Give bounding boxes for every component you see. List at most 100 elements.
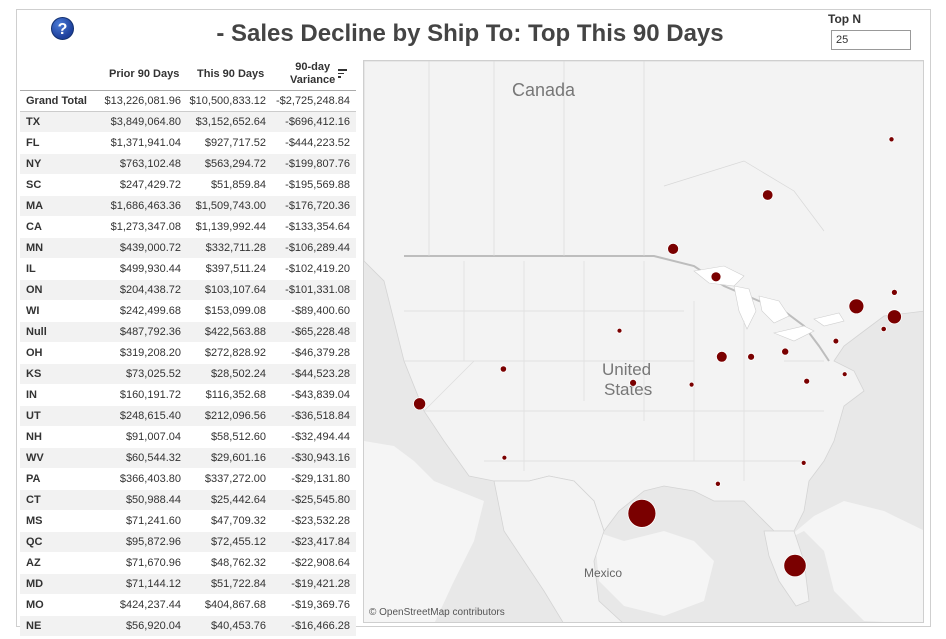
header-prior-90-days: Prior 90 Days [109, 68, 180, 80]
marker-mo[interactable] [688, 381, 695, 388]
table-row[interactable]: KS $73,025.52 $28,502.24 -$44,523.28 [20, 364, 356, 385]
row-variance: -$19,369.76 [291, 599, 350, 611]
map-view[interactable]: Canada United States Mexico © OpenStreet… [363, 60, 924, 623]
row-prior: $247,429.72 [119, 179, 181, 191]
row-prior: $439,000.72 [119, 242, 181, 254]
row-prior: $50,988.44 [125, 494, 181, 506]
row-name: CT [26, 494, 41, 506]
row-prior: $91,007.04 [125, 431, 181, 443]
header-variance-line1: 90-day [295, 61, 331, 73]
marker-on[interactable] [762, 189, 774, 201]
table-row[interactable]: CT $50,988.44 $25,442.64 -$25,545.80 [20, 490, 356, 511]
table-row[interactable]: ON $204,438.72 $103,107.64 -$101,331.08 [20, 280, 356, 301]
table-row[interactable]: Null $487,792.36 $422,563.88 -$65,228.48 [20, 322, 356, 343]
row-name: WI [26, 305, 40, 317]
marker-wi[interactable] [710, 271, 722, 283]
table-row[interactable]: IL $499,930.44 $397,511.24 -$102,419.20 [20, 259, 356, 280]
marker-pa[interactable] [832, 337, 840, 345]
marker-ma[interactable] [886, 309, 902, 325]
marker-ct[interactable] [880, 325, 887, 333]
table-row[interactable]: NE $56,920.04 $40,453.76 -$16,466.28 [20, 616, 356, 637]
marker-qc[interactable] [888, 136, 895, 143]
table-header: Prior 90 Days This 90 Days 90-day Varian… [20, 58, 356, 91]
row-prior: $71,241.60 [125, 515, 181, 527]
header-variance: 90-day Variance [290, 61, 335, 87]
row-variance: -$22,908.64 [291, 557, 350, 569]
marker-nh[interactable] [891, 288, 898, 296]
table-row[interactable]: MS $71,241.60 $47,709.32 -$23,532.28 [20, 511, 356, 532]
table-row[interactable]: WI $242,499.68 $153,099.08 -$89,400.60 [20, 301, 356, 322]
row-this: $47,709.32 [210, 515, 266, 527]
row-this: $58,512.60 [210, 431, 266, 443]
marker-ut[interactable] [499, 365, 507, 373]
table-row[interactable]: MN $439,000.72 $332,711.28 -$106,289.44 [20, 238, 356, 259]
table-row[interactable]: QC $95,872.96 $72,455.12 -$23,417.84 [20, 532, 356, 553]
table-row[interactable]: SC $247,429.72 $51,859.84 -$195,569.88 [20, 175, 356, 196]
table-row[interactable]: OH $319,208.20 $272,828.92 -$46,379.28 [20, 343, 356, 364]
row-name: NH [26, 431, 42, 443]
row-this: $153,099.08 [204, 305, 266, 317]
marker-il[interactable] [715, 350, 728, 363]
row-this: $563,294.72 [204, 158, 266, 170]
table-row[interactable]: PA $366,403.80 $337,272.00 -$29,131.80 [20, 469, 356, 490]
row-prior: $95,872.96 [125, 536, 181, 548]
marker-ks[interactable] [629, 378, 638, 387]
grand-total-row[interactable]: Grand Total $13,226,081.96 $10,500,833.12-… [20, 91, 356, 112]
row-this: $927,717.52 [204, 137, 266, 149]
help-icon[interactable]: ? [51, 17, 74, 40]
row-this: $51,722.84 [210, 578, 266, 590]
table-row[interactable]: MD $71,144.12 $51,722.84 -$19,421.28 [20, 574, 356, 595]
header-variance-line2: Variance [290, 74, 336, 86]
row-name: WV [26, 452, 44, 464]
row-prior: $499,930.44 [119, 263, 181, 275]
marker-ny[interactable] [848, 298, 865, 315]
marker-oh[interactable] [781, 347, 790, 356]
row-variance: -$16,466.28 [291, 620, 350, 632]
row-name: NE [26, 620, 42, 632]
table-row[interactable]: FL $1,371,941.04 $927,717.52 -$444,223.52 [20, 133, 356, 154]
row-this: $422,563.88 [204, 326, 266, 338]
table-row[interactable]: UT $248,615.40 $212,096.56 -$36,518.84 [20, 406, 356, 427]
marker-ms[interactable] [714, 480, 721, 487]
marker-az[interactable] [501, 454, 508, 461]
marker-mn[interactable] [667, 242, 680, 255]
row-this: $1,139,992.44 [195, 221, 266, 233]
row-variance: -$199,807.76 [285, 158, 350, 170]
row-variance: -$44,523.28 [291, 368, 350, 380]
row-prior: $3,849,064.80 [110, 116, 181, 128]
map-attribution: © OpenStreetMap contributors [369, 607, 505, 618]
map-canvas[interactable]: Canada United States Mexico [364, 61, 924, 623]
top-n-label: Top N [828, 12, 862, 26]
marker-ne[interactable] [616, 327, 623, 334]
table-row[interactable]: AZ $71,670.96 $48,762.32 -$22,908.64 [20, 553, 356, 574]
table-row[interactable]: IN $160,191.72 $116,352.68 -$43,839.04 [20, 385, 356, 406]
marker-tx[interactable] [627, 498, 657, 528]
row-prior: $248,615.40 [119, 410, 181, 422]
dashboard-frame [16, 9, 931, 627]
row-this: $1,509,743.00 [195, 200, 266, 212]
marker-ca[interactable] [413, 397, 427, 411]
table-row[interactable]: WV $60,544.32 $29,601.16 -$30,943.16 [20, 448, 356, 469]
sort-descending-icon[interactable] [338, 69, 347, 78]
marker-md[interactable] [841, 371, 848, 378]
row-variance: -$25,545.80 [291, 494, 350, 506]
table-row[interactable]: TX $3,849,064.80 $3,152,652.64 -$696,412.16 [20, 112, 356, 133]
marker-fl[interactable] [783, 553, 807, 578]
table-row[interactable]: MA $1,686,463.36 $1,509,743.00 -$176,720.36 [20, 196, 356, 217]
marker-in[interactable] [747, 352, 756, 361]
marker-sc[interactable] [800, 459, 807, 466]
table-row[interactable]: MO $424,237.44 $404,867.68 -$19,369.76 [20, 595, 356, 616]
row-variance: -$696,412.16 [285, 116, 350, 128]
table-row[interactable]: CA $1,273,347.08 $1,139,992.44 -$133,354.64 [20, 217, 356, 238]
row-name: Grand Total [26, 95, 87, 107]
row-name: PA [26, 473, 41, 485]
row-name: QC [26, 536, 43, 548]
row-name: UT [26, 410, 41, 422]
table-row[interactable]: NH $91,007.04 $58,512.60 -$32,494.44 [20, 427, 356, 448]
row-this: $40,453.76 [210, 620, 266, 632]
row-prior: $1,686,463.36 [110, 200, 181, 212]
table-row[interactable]: NY $763,102.48 $563,294.72 -$199,807.76 [20, 154, 356, 175]
top-n-input[interactable] [831, 30, 911, 50]
table-body: Grand Total $13,226,081.96 $10,500,833.12-… [20, 91, 356, 637]
marker-wv[interactable] [803, 377, 811, 385]
